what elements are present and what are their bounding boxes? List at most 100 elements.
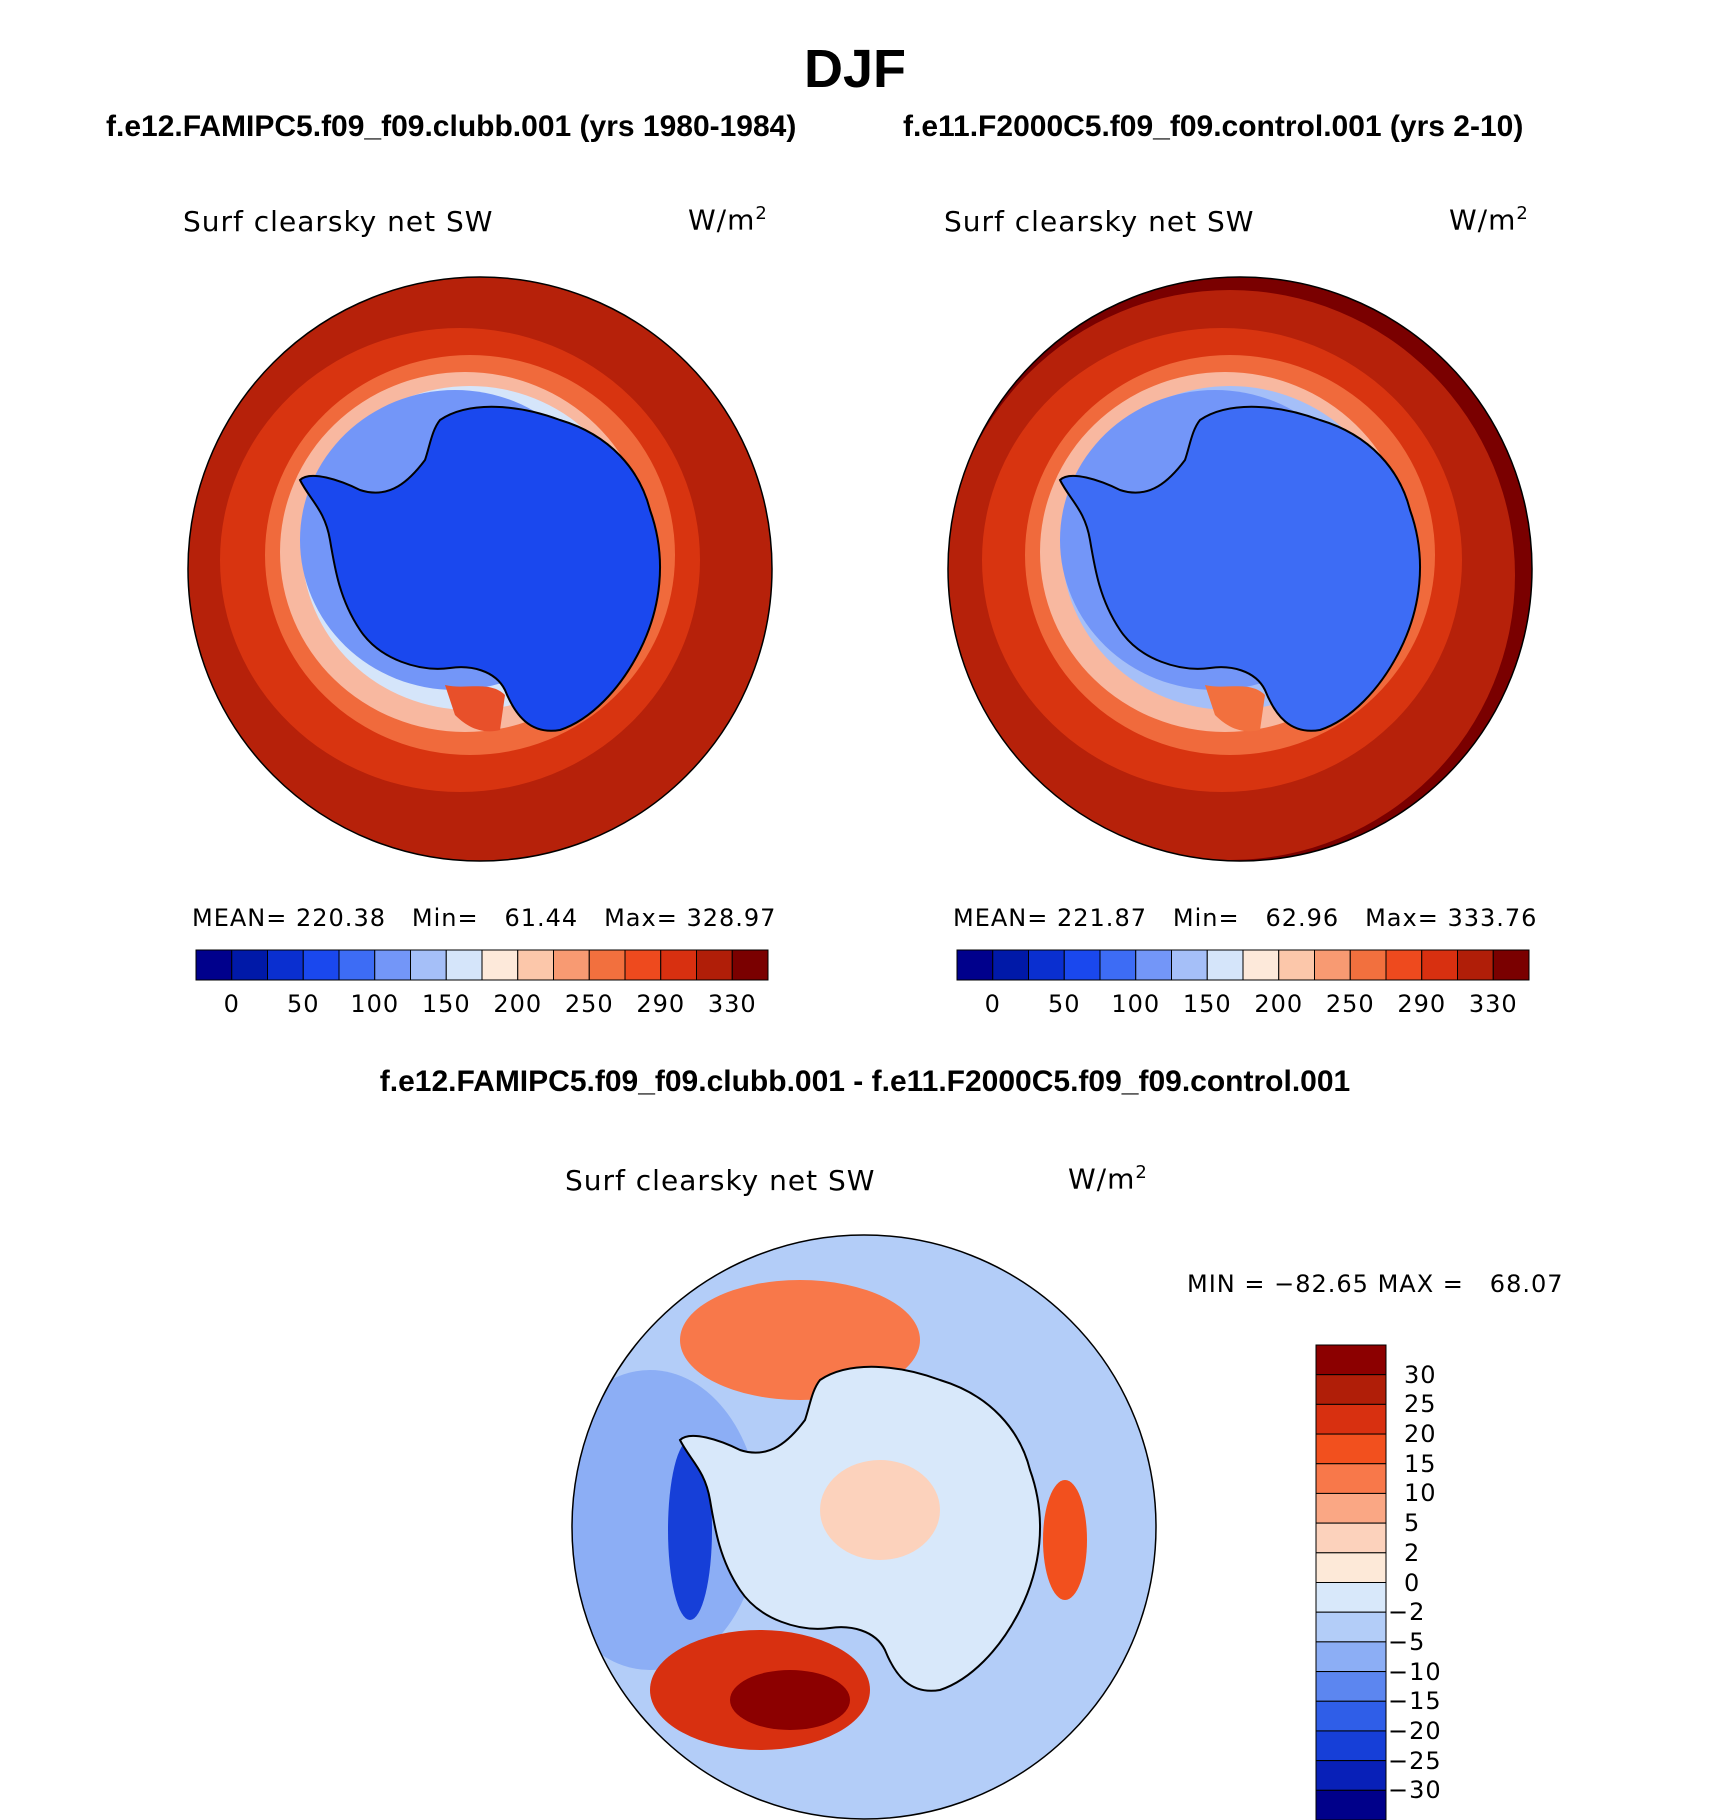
difference-colorbar-swatch xyxy=(1315,1463,1387,1494)
difference-colorbar-tick-label: −5 xyxy=(1388,1627,1426,1656)
panel-left-colorbar-swatch xyxy=(195,949,233,981)
diff-background xyxy=(572,1235,1156,1819)
panel-left-colorbar xyxy=(195,949,769,981)
sea-ice-edge-region xyxy=(280,372,650,732)
difference-colorbar-tick-label: 2 xyxy=(1404,1538,1421,1567)
difference-colorbar-tick-label: 10 xyxy=(1404,1479,1437,1508)
panel-right-colorbar-tick-label: 330 xyxy=(1468,990,1518,1018)
difference-colorbar-tick-label: 20 xyxy=(1404,1420,1437,1449)
panel-left-colorbar-swatch xyxy=(445,949,483,981)
panel-left-colorbar-swatch xyxy=(624,949,662,981)
difference-variable-label: Surf clearsky net SW xyxy=(565,1164,876,1197)
ocean-outer-ring xyxy=(948,277,1532,861)
difference-colorbar-tick-label: 0 xyxy=(1404,1568,1421,1597)
panel-left-colorbar-swatch xyxy=(731,949,769,981)
sea-ice-edge-region xyxy=(1040,372,1410,732)
ocean-far-region xyxy=(948,290,1515,860)
panel-right-colorbar-swatch xyxy=(1385,949,1423,981)
panel-left-colorbar-tick-label: 200 xyxy=(493,990,543,1018)
transition-region xyxy=(302,386,638,710)
antarctica-continent xyxy=(678,1365,1042,1692)
difference-colorbar-swatch xyxy=(1315,1522,1387,1554)
ice-shelf-region xyxy=(300,390,610,690)
ocean-far-region xyxy=(188,277,772,861)
panel-left-variable-label: Surf clearsky net SW xyxy=(183,205,494,238)
panel-right-stats: MEAN= 221.87 Min= 62.96 Max= 333.76 xyxy=(953,904,1538,932)
diff-warm-band-north xyxy=(680,1280,920,1400)
difference-colorbar-swatch xyxy=(1315,1611,1387,1643)
ocean-mid-region xyxy=(220,328,700,792)
panel-right-colorbar-tick-label: 50 xyxy=(1047,990,1081,1018)
difference-title: f.e12.FAMIPC5.f09_f09.clubb.001 - f.e11.… xyxy=(379,1065,1351,1098)
panel-right-colorbar-swatch xyxy=(1278,949,1315,981)
panel-right-colorbar-swatch xyxy=(1135,949,1172,981)
difference-colorbar-tick-label: −2 xyxy=(1388,1598,1426,1627)
difference-colorbar-tick-label: 15 xyxy=(1404,1449,1437,1478)
difference-colorbar-tick-label: −20 xyxy=(1388,1716,1442,1745)
panel-right-variable-label: Surf clearsky net SW xyxy=(944,205,1255,238)
difference-colorbar-tick-label: −25 xyxy=(1388,1746,1442,1775)
difference-colorbar-tick-label: −30 xyxy=(1388,1776,1442,1805)
diff-warm-east xyxy=(1043,1480,1087,1600)
difference-colorbar-swatch xyxy=(1315,1433,1387,1465)
difference-min-max: MIN = −82.65 MAX = 68.07 xyxy=(1187,1270,1564,1298)
diff-cold-west xyxy=(668,1440,712,1620)
difference-colorbar-tick-label: −10 xyxy=(1388,1657,1442,1686)
difference-colorbar-swatch xyxy=(1315,1641,1387,1673)
antarctica-continent xyxy=(298,405,662,732)
panel-right-colorbar-swatch xyxy=(1421,949,1458,981)
panel-right-colorbar-tick-label: 250 xyxy=(1325,990,1375,1018)
panel-left-units: W/m2 xyxy=(688,203,768,237)
panel-left-colorbar-swatch xyxy=(302,949,340,981)
difference-colorbar-swatch xyxy=(1315,1403,1387,1435)
ross-sea-region xyxy=(1205,685,1265,732)
panel-right-colorbar-swatch xyxy=(1492,949,1530,981)
diff-pacific-region xyxy=(572,1370,760,1670)
difference-colorbar-swatch xyxy=(1315,1582,1387,1613)
difference-colorbar-swatch xyxy=(1315,1671,1387,1702)
panel-right-colorbar-tick-label: 0 xyxy=(984,990,1001,1018)
diff-interior-warm xyxy=(820,1460,940,1560)
panel-left-colorbar-swatch xyxy=(588,949,626,981)
panel-left-colorbar-tick-label: 290 xyxy=(636,990,686,1018)
panel-left-colorbar-swatch xyxy=(517,949,554,981)
panel-left-colorbar-swatch xyxy=(696,949,733,981)
difference-units: W/m2 xyxy=(1068,1162,1148,1196)
panel-right-colorbar-swatch xyxy=(1171,949,1208,981)
difference-colorbar-swatch xyxy=(1315,1730,1387,1762)
panel-right-colorbar-swatch xyxy=(1206,949,1244,981)
panel-left-stats: MEAN= 220.38 Min= 61.44 Max= 328.97 xyxy=(192,904,777,932)
difference-colorbar-swatch xyxy=(1315,1760,1387,1791)
panel-left-colorbar-swatch xyxy=(374,949,411,981)
panel-right-colorbar-labels: 0 50 100 150 200 250 290 330 xyxy=(957,990,1529,1020)
diff-warm-band-south xyxy=(650,1630,870,1750)
panel-right-colorbar-tick-label: 100 xyxy=(1111,990,1161,1018)
panel-right-colorbar-tick-label: 200 xyxy=(1254,990,1304,1018)
difference-colorbar-swatch xyxy=(1315,1492,1387,1524)
panel-left-colorbar-tick-label: 330 xyxy=(707,990,757,1018)
difference-colorbar-tick-label: 5 xyxy=(1404,1509,1421,1538)
panel-left-colorbar-swatch xyxy=(231,949,268,981)
panel-left-colorbar-tick-label: 50 xyxy=(286,990,320,1018)
antarctica-continent xyxy=(1058,405,1422,732)
panel-left-colorbar-swatch xyxy=(481,949,519,981)
ocean-mid-region xyxy=(982,328,1462,792)
panel-right-colorbar-swatch xyxy=(992,949,1029,981)
panel-left-colorbar-tick-label: 250 xyxy=(564,990,614,1018)
panel-left-colorbar-swatch xyxy=(660,949,697,981)
panel-right-case-title: f.e11.F2000C5.f09_f09.control.001 (yrs 2… xyxy=(903,110,1524,143)
panel-right-units: W/m2 xyxy=(1449,203,1529,237)
difference-colorbar-swatch xyxy=(1315,1374,1387,1405)
panel-left-case-title: f.e12.FAMIPC5.f09_f09.clubb.001 (yrs 198… xyxy=(106,110,797,143)
panel-right-colorbar-tick-label: 150 xyxy=(1182,990,1232,1018)
difference-colorbar-tick-label: 25 xyxy=(1404,1390,1437,1419)
panel-left-colorbar-swatch xyxy=(410,949,447,981)
diff-warm-core xyxy=(730,1670,850,1730)
panel-right-colorbar-swatch xyxy=(1349,949,1387,981)
panel-left-colorbar-swatch xyxy=(267,949,304,981)
panel-left-colorbar-swatch xyxy=(338,949,376,981)
panel-left-colorbar-labels: 0 50 100 150 200 250 290 330 xyxy=(196,990,768,1020)
page-title: DJF xyxy=(803,39,906,99)
panel-left-colorbar-tick-label: 100 xyxy=(350,990,400,1018)
panel-right-colorbar-tick-label: 290 xyxy=(1397,990,1447,1018)
